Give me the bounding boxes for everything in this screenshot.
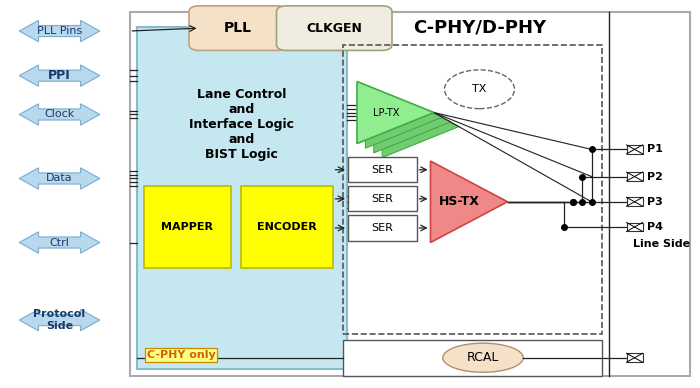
FancyBboxPatch shape bbox=[241, 186, 332, 268]
Text: Line Side: Line Side bbox=[633, 239, 690, 249]
Text: P1: P1 bbox=[648, 144, 664, 154]
FancyBboxPatch shape bbox=[626, 223, 643, 231]
Text: TX: TX bbox=[473, 84, 486, 94]
Polygon shape bbox=[374, 91, 451, 153]
FancyBboxPatch shape bbox=[144, 186, 231, 268]
FancyBboxPatch shape bbox=[136, 27, 346, 369]
Text: Protocol
Side: Protocol Side bbox=[34, 309, 85, 331]
Text: ENCODER: ENCODER bbox=[257, 222, 317, 232]
FancyBboxPatch shape bbox=[348, 215, 416, 241]
Polygon shape bbox=[20, 104, 100, 125]
Text: P4: P4 bbox=[648, 222, 664, 232]
Polygon shape bbox=[20, 310, 100, 331]
Polygon shape bbox=[20, 20, 100, 42]
Text: C-PHY/D-PHY: C-PHY/D-PHY bbox=[413, 18, 546, 36]
Text: LP-TX: LP-TX bbox=[373, 107, 400, 118]
Text: SER: SER bbox=[371, 194, 393, 204]
Text: RCAL: RCAL bbox=[467, 351, 499, 364]
Text: Data: Data bbox=[46, 173, 73, 184]
Polygon shape bbox=[20, 65, 100, 86]
Polygon shape bbox=[20, 168, 100, 189]
FancyBboxPatch shape bbox=[626, 197, 643, 206]
Polygon shape bbox=[365, 86, 442, 148]
Text: C-PHY only: C-PHY only bbox=[147, 350, 216, 360]
Text: P3: P3 bbox=[648, 197, 664, 207]
Text: PPI: PPI bbox=[48, 69, 71, 82]
FancyBboxPatch shape bbox=[626, 172, 643, 181]
Text: SER: SER bbox=[371, 223, 393, 233]
Text: CLKGEN: CLKGEN bbox=[307, 22, 362, 35]
FancyBboxPatch shape bbox=[626, 145, 643, 154]
FancyBboxPatch shape bbox=[343, 340, 602, 376]
Text: HS-TX: HS-TX bbox=[440, 195, 480, 208]
FancyBboxPatch shape bbox=[276, 6, 392, 50]
Text: MAPPER: MAPPER bbox=[161, 222, 214, 232]
Text: Lane Control
and
Interface Logic
and
BIST Logic: Lane Control and Interface Logic and BIS… bbox=[189, 88, 294, 161]
Polygon shape bbox=[382, 95, 459, 158]
Text: Clock: Clock bbox=[44, 109, 75, 120]
Text: Ctrl: Ctrl bbox=[50, 237, 69, 248]
Text: P2: P2 bbox=[648, 171, 664, 182]
FancyBboxPatch shape bbox=[626, 353, 643, 362]
FancyBboxPatch shape bbox=[130, 12, 690, 376]
Text: PLL: PLL bbox=[224, 21, 252, 35]
Ellipse shape bbox=[442, 343, 524, 372]
Polygon shape bbox=[430, 161, 508, 242]
Polygon shape bbox=[20, 232, 100, 253]
Text: SER: SER bbox=[371, 165, 393, 175]
Text: PLL Pins: PLL Pins bbox=[37, 26, 82, 36]
Polygon shape bbox=[357, 81, 434, 144]
FancyBboxPatch shape bbox=[348, 186, 416, 211]
FancyBboxPatch shape bbox=[189, 6, 287, 50]
FancyBboxPatch shape bbox=[348, 157, 416, 182]
